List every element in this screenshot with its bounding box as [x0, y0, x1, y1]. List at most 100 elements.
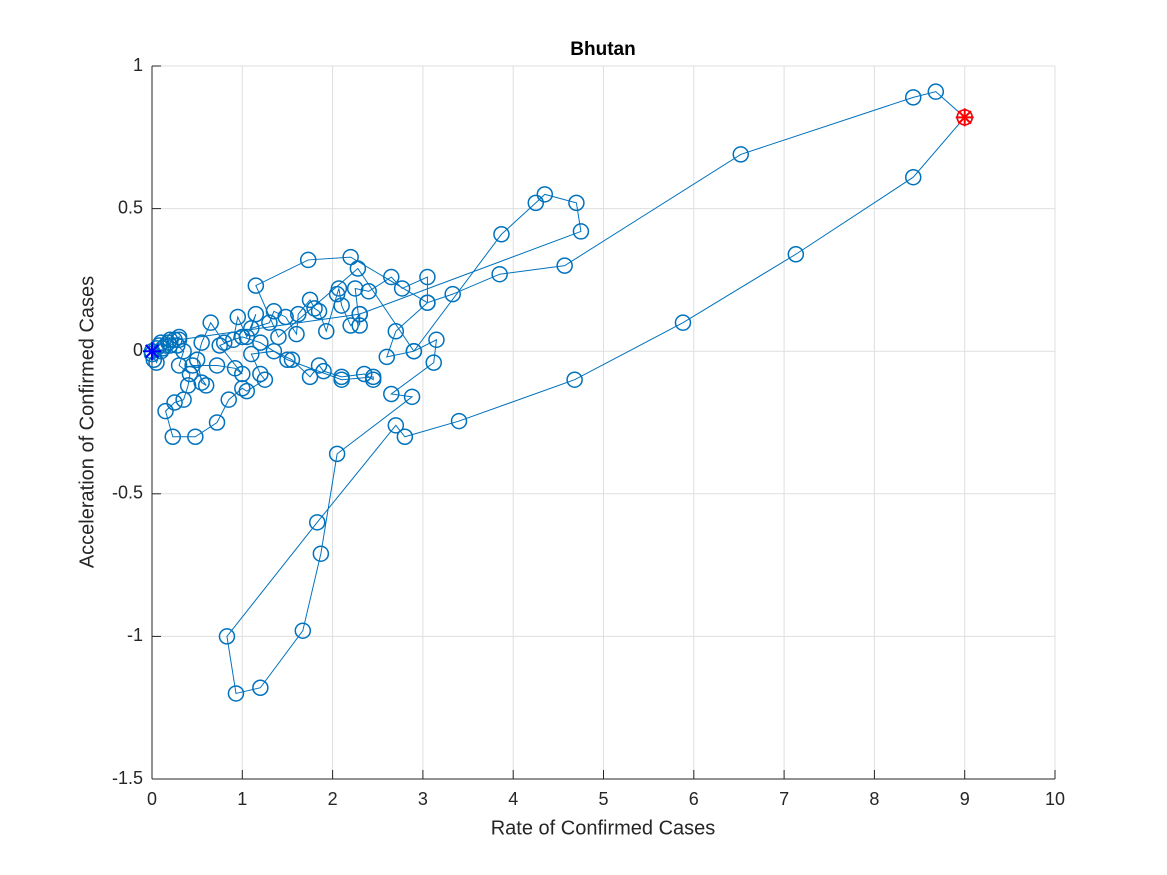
data-point — [387, 417, 405, 434]
data-point — [450, 412, 468, 430]
data-point — [351, 317, 368, 334]
data-point — [405, 342, 423, 360]
data-point — [312, 545, 330, 562]
data-point — [419, 268, 436, 286]
chart-title: Bhutan — [570, 39, 635, 60]
data-line — [151, 91, 966, 695]
data-point — [318, 322, 335, 340]
data-point — [225, 331, 242, 349]
x-tick-label: 2 — [328, 789, 338, 809]
data-point — [288, 325, 305, 343]
data-point — [161, 337, 179, 354]
data-point — [425, 354, 442, 371]
data-point — [403, 388, 421, 406]
data-point — [238, 328, 256, 346]
x-tick-label: 7 — [779, 789, 789, 809]
data-point — [227, 685, 245, 702]
data-point — [184, 357, 201, 374]
data-point — [355, 365, 373, 383]
start-marker-stroke — [144, 344, 160, 359]
data-point — [270, 328, 287, 346]
x-tick-label: 1 — [237, 789, 247, 809]
data-point — [261, 314, 278, 331]
data-point — [328, 445, 346, 463]
data-point — [193, 334, 210, 351]
end-marker — [955, 108, 974, 127]
data-point — [188, 351, 206, 369]
data-point — [229, 308, 247, 326]
data-point — [904, 89, 922, 106]
data-point — [256, 371, 274, 388]
data-point — [208, 357, 226, 374]
data-point — [674, 314, 692, 331]
data-point — [904, 168, 922, 186]
data-point — [252, 679, 269, 696]
data-point — [157, 402, 174, 420]
data-point — [252, 365, 269, 383]
data-point — [572, 223, 590, 240]
data-point — [238, 382, 256, 400]
x-tick-label: 0 — [147, 789, 157, 809]
data-point — [243, 320, 260, 337]
y-tick-label: 1 — [133, 55, 143, 75]
x-tick-label: 6 — [689, 789, 699, 809]
data-point — [315, 362, 332, 380]
data-point — [170, 357, 188, 374]
data-point — [308, 514, 326, 531]
data-point — [491, 265, 508, 283]
data-point — [342, 317, 359, 334]
x-tick-label: 3 — [418, 789, 428, 809]
data-point — [333, 297, 350, 314]
x-tick-label: 5 — [598, 789, 608, 809]
data-point — [306, 300, 323, 317]
data-point — [568, 194, 585, 212]
data-point — [444, 285, 461, 303]
data-point — [383, 385, 400, 403]
x-tick-label: 10 — [1045, 789, 1065, 809]
data-point — [218, 628, 236, 645]
data-point — [294, 622, 312, 639]
data-point — [346, 280, 364, 297]
data-point — [187, 428, 204, 446]
data-point — [290, 305, 307, 323]
data-point — [215, 334, 233, 351]
data-point — [243, 345, 260, 363]
data-point — [493, 226, 510, 243]
data-point — [283, 351, 301, 369]
x-axis-label: Rate of Confirmed Cases — [491, 817, 716, 839]
x-tick-label: 4 — [508, 789, 518, 809]
data-point — [310, 357, 328, 374]
data-point — [360, 283, 377, 300]
start-marker — [143, 342, 161, 361]
data-point — [166, 394, 183, 411]
data-point — [333, 371, 350, 388]
y-tick-label: -1.5 — [112, 768, 143, 788]
data-point — [527, 194, 545, 212]
y-tick-label: -0.5 — [112, 483, 143, 503]
data-point — [787, 245, 805, 263]
data-point — [349, 260, 367, 277]
data-point — [175, 391, 192, 408]
data-point — [396, 428, 414, 446]
data-point — [202, 314, 219, 331]
data-point — [208, 414, 226, 431]
data-point — [164, 428, 182, 446]
data-point — [536, 186, 554, 203]
data-point — [393, 280, 411, 297]
data-point — [364, 368, 382, 386]
data-point — [279, 351, 296, 369]
data-point — [211, 337, 228, 354]
data-point — [378, 348, 396, 366]
data-point — [330, 280, 348, 297]
data-point — [234, 328, 251, 346]
data-point — [301, 291, 319, 309]
data-point — [193, 374, 210, 391]
y-tick-label: -1 — [127, 625, 143, 645]
data-point — [252, 334, 269, 351]
data-point — [170, 331, 188, 349]
data-point — [301, 368, 319, 386]
data-point — [351, 305, 368, 323]
data-point — [277, 308, 294, 326]
x-tick-label: 8 — [869, 789, 879, 809]
